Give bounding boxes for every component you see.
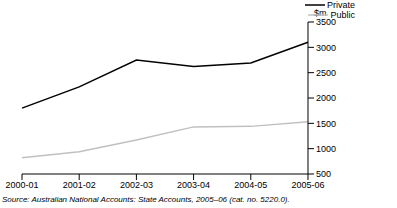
svg-text:2000: 2000	[316, 93, 336, 103]
html-text:Public: Public	[330, 10, 355, 20]
svg-text:2001-02: 2001-02	[63, 180, 96, 190]
svg-text:2500: 2500	[316, 68, 336, 78]
svg-text:3500: 3500	[316, 17, 336, 27]
svg-text:2000-01: 2000-01	[8, 180, 39, 190]
svg-text:2005-06: 2005-06	[291, 180, 324, 190]
html-text:Private: Private	[327, 0, 355, 10]
svg-text:500: 500	[316, 169, 331, 179]
html-text:Source: Australian National Ac: Source: Australian National Accounts: St…	[2, 195, 290, 204]
svg-text:1000: 1000	[316, 144, 336, 154]
svg-text:2003-04: 2003-04	[177, 180, 210, 190]
svg-text:2002-03: 2002-03	[120, 180, 153, 190]
svg-text:$m: $m	[314, 8, 327, 18]
svg-text:2004-05: 2004-05	[234, 180, 267, 190]
svg-text:1500: 1500	[316, 119, 336, 129]
svg-text:3000: 3000	[316, 43, 336, 53]
